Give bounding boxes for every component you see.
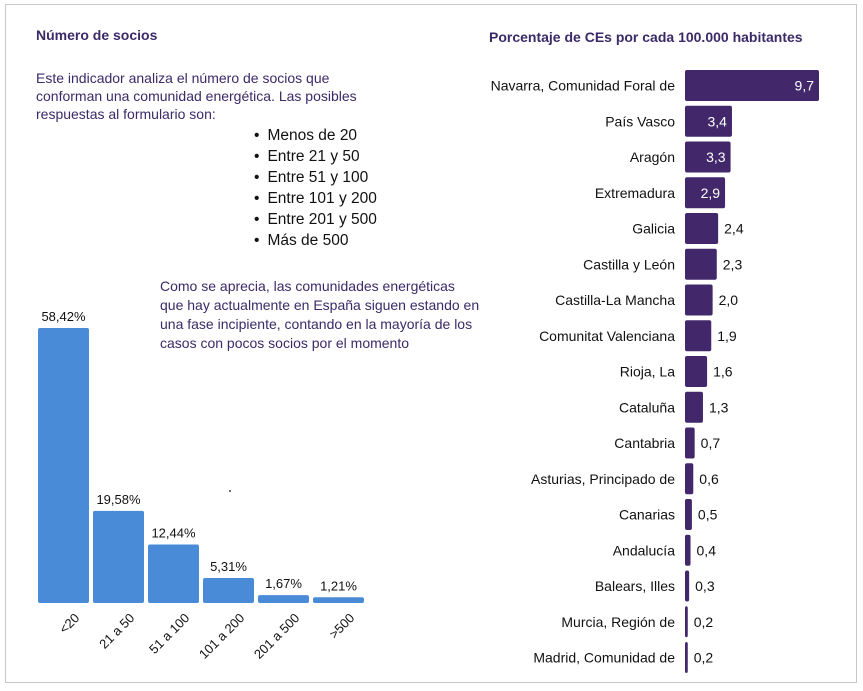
right-chart-title: Porcentaje de CEs por cada 100.000 habit… [489,29,803,45]
intro-paragraph: Este indicador analiza el número de soci… [36,70,357,122]
region-value-label: 2,0 [719,292,739,308]
socios-category-label: 201 a 500 [251,610,303,662]
region-label: Andalucía [613,542,675,558]
region-value-label: 1,3 [709,399,729,415]
region-bar [685,141,731,173]
region-bar [685,391,703,423]
socios-data-label: 1,67% [265,576,302,591]
socios-data-label: 19,58% [96,492,141,507]
region-label: Madrid, Comunidad de [533,650,675,666]
region-value-label: 2,3 [723,256,743,272]
region-bar [685,642,688,673]
region-bar [685,570,690,602]
region-value-label: 9,7 [795,78,815,94]
answer-option: Menos de 20 [254,125,377,146]
region-label: Castilla y León [583,256,675,272]
region-value-label: 0,4 [697,542,717,558]
region-label: Asturias, Principado de [531,471,675,487]
region-bar [685,177,726,209]
region-label: Aragón [630,149,675,165]
region-value-label: 0,7 [701,435,721,451]
region-label: Extremadura [595,185,675,201]
socios-category-label: 101 a 200 [196,610,248,662]
region-label: Cataluña [619,399,675,415]
region-bar [685,248,717,280]
region-value-label: 0,3 [695,578,715,594]
socios-category-label: 51 a 100 [146,610,192,656]
region-label: Galicia [632,221,675,237]
region-label: Balears, Illes [595,578,675,594]
socios-data-label: 58,42% [41,309,86,324]
region-bar [685,213,719,244]
left-panel-title: Número de socios [36,27,158,43]
socios-bar [93,510,144,603]
region-value-label: 0,2 [694,650,714,666]
region-value-label: 2,4 [724,221,744,237]
socios-bar [203,578,254,603]
socios-data-label: 12,44% [151,525,196,540]
region-label: País Vasco [605,113,675,129]
region-bar [685,463,694,495]
answer-option: Entre 201 y 500 [254,209,376,230]
answer-option: Más de 500 [254,230,377,251]
region-bar [685,284,713,316]
socios-category-label: <20 [56,610,82,636]
region-bar [685,427,695,459]
region-value-label: 1,6 [713,364,733,380]
region-value-label: 3,4 [708,113,728,129]
region-label: Comunitat Valenciana [539,328,675,344]
answer-option: Entre 51 y 100 [254,167,377,188]
region-label: Rioja, La [620,364,675,380]
region-bar [685,320,712,352]
stray-dot [229,490,231,492]
socios-bar [313,597,364,603]
answer-option: Entre 101 y 200 [254,188,376,209]
region-value-label: 3,3 [706,149,726,165]
region-bar [685,499,692,530]
socios-category-label: >500 [326,610,357,641]
answer-option: Entre 21 y 50 [254,146,377,167]
region-label: Murcia, Región de [561,614,675,630]
region-value-label: 0,2 [694,614,714,630]
answer-options-list: Menos de 20 Entre 21 y 50 Entre 51 y 100… [254,125,377,251]
socios-bar [148,544,199,603]
region-bar [685,356,708,387]
region-bar [685,606,688,638]
socios-bar [258,595,309,603]
socios-category-label: 21 a 50 [96,610,137,651]
region-label: Canarias [619,507,675,523]
socios-data-label: 1,21% [320,578,357,593]
region-label: Cantabria [614,435,675,451]
socios-data-label: 5,31% [210,559,247,574]
region-bar [685,534,691,566]
socios-bar [38,328,89,603]
region-value-label: 0,5 [698,507,718,523]
region-label: Navarra, Comunidad Foral de [491,78,676,94]
region-bar [685,70,819,101]
region-bar [685,105,732,137]
region-value-label: 1,9 [717,328,737,344]
note-paragraph: Como se aprecia, las comunidades energét… [160,278,480,351]
region-value-label: 2,9 [701,185,721,201]
region-value-label: 0,6 [699,471,719,487]
region-label: Castilla-La Mancha [555,292,675,308]
